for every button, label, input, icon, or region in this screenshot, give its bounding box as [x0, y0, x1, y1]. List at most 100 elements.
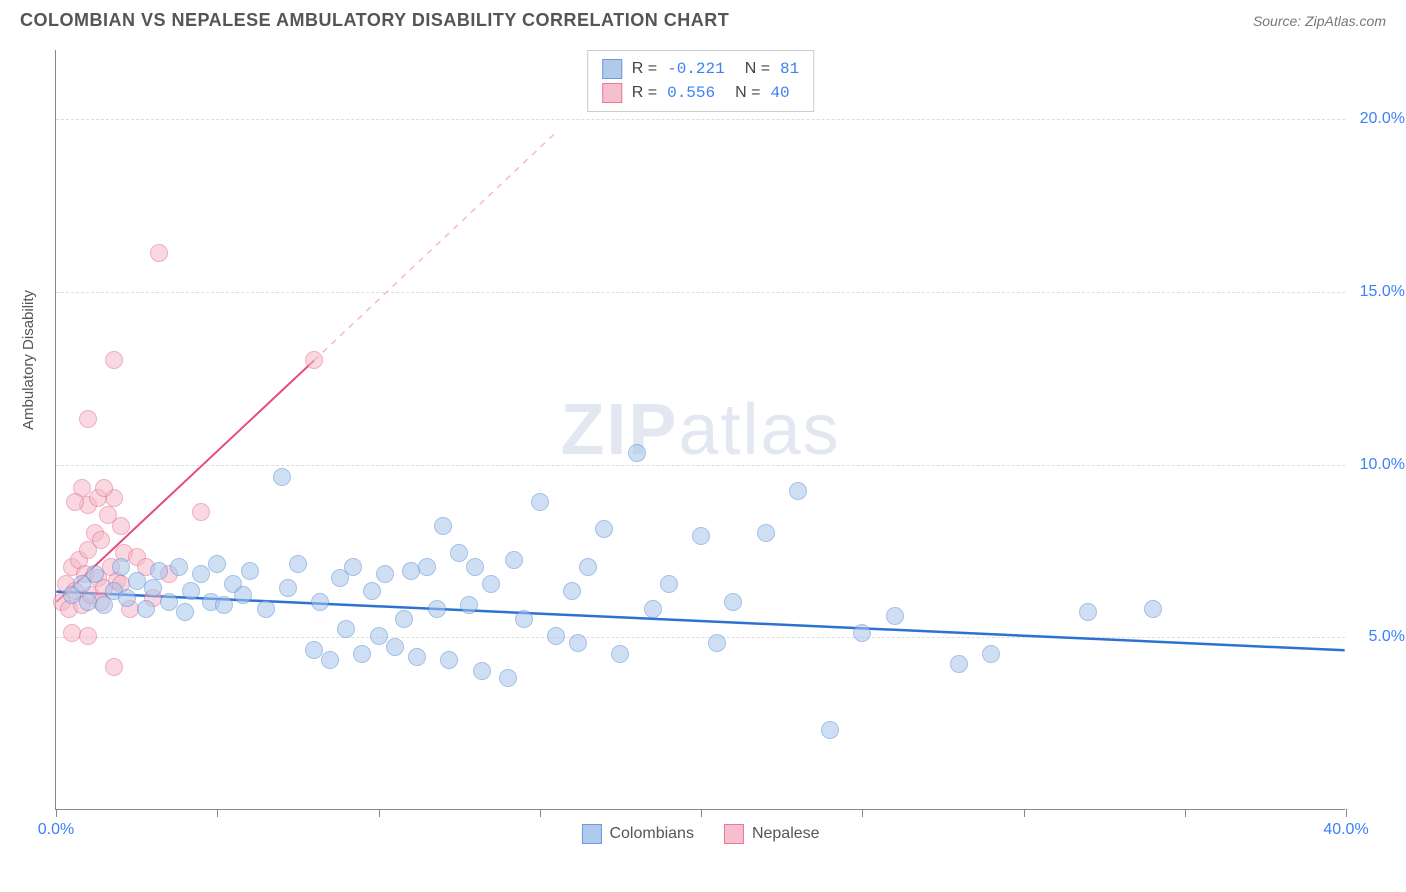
nepalese-point [305, 351, 323, 369]
x-tick [540, 809, 541, 817]
nepalese-point [192, 503, 210, 521]
colombians-point [273, 468, 291, 486]
colombians-point [692, 527, 710, 545]
gridline [56, 292, 1345, 293]
colombians-point [628, 444, 646, 462]
colombians-point [515, 610, 533, 628]
correlation-legend: R = -0.221 N = 81 R = 0.556 N = 40 [587, 50, 815, 112]
trendline [314, 133, 556, 361]
colombians-point [344, 558, 362, 576]
colombians-point [321, 651, 339, 669]
colombians-point [440, 651, 458, 669]
colombians-point [86, 565, 104, 583]
colombians-point [473, 662, 491, 680]
legend-item-nepalese: Nepalese [724, 824, 820, 844]
y-axis-label: Ambulatory Disability [20, 290, 37, 430]
x-tick-label: 40.0% [1323, 821, 1368, 839]
nepalese-point [150, 244, 168, 262]
colombians-point [789, 482, 807, 500]
colombians-point [241, 562, 259, 580]
y-tick-label: 5.0% [1369, 628, 1405, 646]
colombians-point [569, 634, 587, 652]
colombians-point [1079, 603, 1097, 621]
nepalese-point [105, 351, 123, 369]
colombians-point [192, 565, 210, 583]
colombians-point [176, 603, 194, 621]
colombians-point [853, 624, 871, 642]
colombians-point [370, 627, 388, 645]
colombians-point [208, 555, 226, 573]
colombians-point [644, 600, 662, 618]
swatch-colombians [602, 59, 622, 79]
colombians-point [279, 579, 297, 597]
colombians-point [611, 645, 629, 663]
colombians-point [757, 524, 775, 542]
colombians-point [434, 517, 452, 535]
nepalese-point [63, 624, 81, 642]
colombians-point [215, 596, 233, 614]
y-tick-label: 15.0% [1360, 283, 1405, 301]
colombians-point [428, 600, 446, 618]
colombians-point [337, 620, 355, 638]
colombians-point [150, 562, 168, 580]
x-tick [1346, 809, 1347, 817]
scatter-plot-area: ZIPatlas 5.0%10.0%15.0%20.0% 0.0%40.0% R… [55, 50, 1345, 810]
colombians-point [821, 721, 839, 739]
swatch-colombians [581, 824, 601, 844]
colombians-point [144, 579, 162, 597]
legend-row-colombians: R = -0.221 N = 81 [602, 57, 800, 81]
gridline [56, 119, 1345, 120]
legend-item-colombians: Colombians [581, 824, 693, 844]
x-tick [56, 809, 57, 817]
x-tick [217, 809, 218, 817]
colombians-point [79, 593, 97, 611]
colombians-point [660, 575, 678, 593]
watermark: ZIPatlas [560, 389, 840, 471]
colombians-point [408, 648, 426, 666]
colombians-point [505, 551, 523, 569]
colombians-point [547, 627, 565, 645]
x-tick [1024, 809, 1025, 817]
colombians-point [182, 582, 200, 600]
nepalese-point [92, 531, 110, 549]
y-tick-label: 20.0% [1360, 110, 1405, 128]
colombians-point [724, 593, 742, 611]
colombians-point [376, 565, 394, 583]
colombians-point [886, 607, 904, 625]
colombians-point [289, 555, 307, 573]
colombians-point [499, 669, 517, 687]
colombians-point [950, 655, 968, 673]
nepalese-point [105, 658, 123, 676]
x-tick [701, 809, 702, 817]
colombians-point [395, 610, 413, 628]
gridline [56, 465, 1345, 466]
nepalese-point [79, 627, 97, 645]
colombians-point [466, 558, 484, 576]
x-tick [862, 809, 863, 817]
colombians-point [386, 638, 404, 656]
colombians-point [160, 593, 178, 611]
colombians-point [112, 558, 130, 576]
colombians-point [402, 562, 420, 580]
legend-row-nepalese: R = 0.556 N = 40 [602, 81, 800, 105]
nepalese-point [112, 517, 130, 535]
colombians-point [595, 520, 613, 538]
x-tick [1185, 809, 1186, 817]
colombians-point [579, 558, 597, 576]
colombians-point [563, 582, 581, 600]
y-tick-label: 10.0% [1360, 456, 1405, 474]
colombians-point [363, 582, 381, 600]
chart-header: COLOMBIAN VS NEPALESE AMBULATORY DISABIL… [0, 0, 1406, 36]
colombians-point [234, 586, 252, 604]
swatch-nepalese [602, 83, 622, 103]
nepalese-point [79, 410, 97, 428]
trendlines-layer [56, 50, 1345, 809]
swatch-nepalese [724, 824, 744, 844]
colombians-point [708, 634, 726, 652]
nepalese-point [66, 493, 84, 511]
series-legend: Colombians Nepalese [581, 824, 819, 844]
colombians-point [460, 596, 478, 614]
gridline [56, 637, 1345, 638]
colombians-point [257, 600, 275, 618]
colombians-point [118, 589, 136, 607]
